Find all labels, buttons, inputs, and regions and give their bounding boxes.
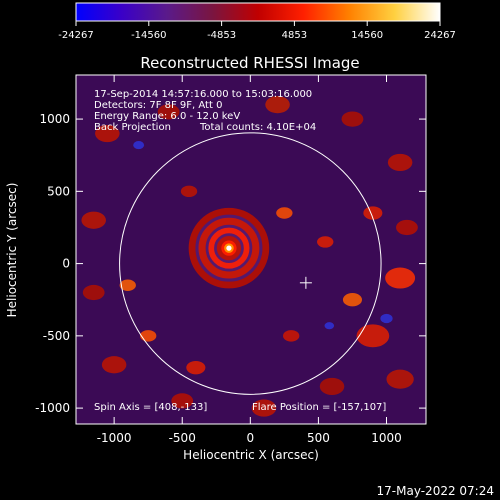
emission-blob <box>171 393 194 409</box>
y-tick-label: 0 <box>62 257 70 271</box>
annotation-flare-position: Flare Position = [-157,107] <box>252 402 386 413</box>
source-peak <box>226 245 232 251</box>
y-tick-label: 500 <box>47 184 70 198</box>
x-tick-label: 500 <box>307 431 330 445</box>
emission-blob <box>140 330 157 342</box>
x-tick-label: -1000 <box>97 431 132 445</box>
x-axis-ticks: -1000 -500 0 500 1000 <box>97 75 402 445</box>
emission-blob <box>363 206 383 220</box>
emission-blob <box>251 399 277 417</box>
emission-blob <box>319 377 345 396</box>
emission-blob <box>283 330 300 342</box>
annotation-total-counts: Total counts: 4.10E+04 <box>199 122 316 133</box>
chart-title: Reconstructed RHESSI Image <box>140 54 359 72</box>
emission-blob <box>81 211 106 229</box>
colorbar-tick-label: -14560 <box>131 30 166 41</box>
plot-frame <box>75 74 427 425</box>
timestamp: 17-May-2022 07:24 <box>377 484 494 498</box>
y-tick-label: -500 <box>43 329 70 343</box>
emission-blob <box>95 124 120 143</box>
emission-blob <box>180 185 198 198</box>
emission-blob <box>186 360 206 375</box>
emission-blob <box>387 153 413 172</box>
spin-axis-marker <box>299 276 312 289</box>
emission-blob <box>276 207 293 219</box>
emission-blob <box>157 104 180 120</box>
colorbar-tick-label: 4853 <box>282 30 307 41</box>
annotation-time-range: 17-Sep-2014 14:57:16.000 to 15:03:16.000 <box>94 89 312 100</box>
y-axis-label: Heliocentric Y (arcsec) <box>5 183 19 318</box>
plot-area <box>76 75 426 424</box>
y-tick-label: -1000 <box>35 401 70 415</box>
emission-blob <box>341 111 364 127</box>
emission-blob <box>82 284 105 301</box>
emission-blob <box>356 324 390 348</box>
annotation-detectors: Detectors: 7F 8F 9F, Att 0 <box>94 100 222 111</box>
y-tick-label: 1000 <box>39 112 70 126</box>
emission-blob <box>342 293 362 307</box>
annotation-method: Back Projection <box>94 122 171 133</box>
emission-blob <box>119 279 136 291</box>
colorbar-tick-label: 14560 <box>351 30 383 41</box>
colorbar-tick-label: -4853 <box>207 30 236 41</box>
y-axis-ticks: -1000 -500 0 500 1000 <box>35 112 426 415</box>
emission-blob <box>101 356 127 374</box>
colorbar-tick-label: -24267 <box>58 30 93 41</box>
emission-blob <box>385 267 416 289</box>
solar-limb-circle <box>119 132 382 395</box>
colorbar <box>75 2 441 22</box>
emission-blob <box>386 369 414 389</box>
x-tick-label: 0 <box>246 431 254 445</box>
heatmap-image <box>81 96 418 417</box>
x-tick-label: 1000 <box>371 431 402 445</box>
annotation-energy-range: Energy Range: 6.0 - 12.0 keV <box>94 111 240 122</box>
colorbar-tick-label: 24267 <box>424 30 456 41</box>
emission-blob <box>396 219 418 236</box>
emission-blob <box>265 96 290 114</box>
x-axis-label: Heliocentric X (arcsec) <box>183 448 319 462</box>
x-tick-label: -500 <box>169 431 196 445</box>
colorbar-ticks: -24267 -14560 -4853 4853 14560 24267 <box>58 21 456 41</box>
negative-spot <box>133 141 145 150</box>
emission-blob <box>317 236 334 248</box>
negative-spot <box>380 313 393 324</box>
annotation-spin-axis: Spin Axis = [408,-133] <box>94 402 207 413</box>
negative-spot <box>324 322 335 330</box>
